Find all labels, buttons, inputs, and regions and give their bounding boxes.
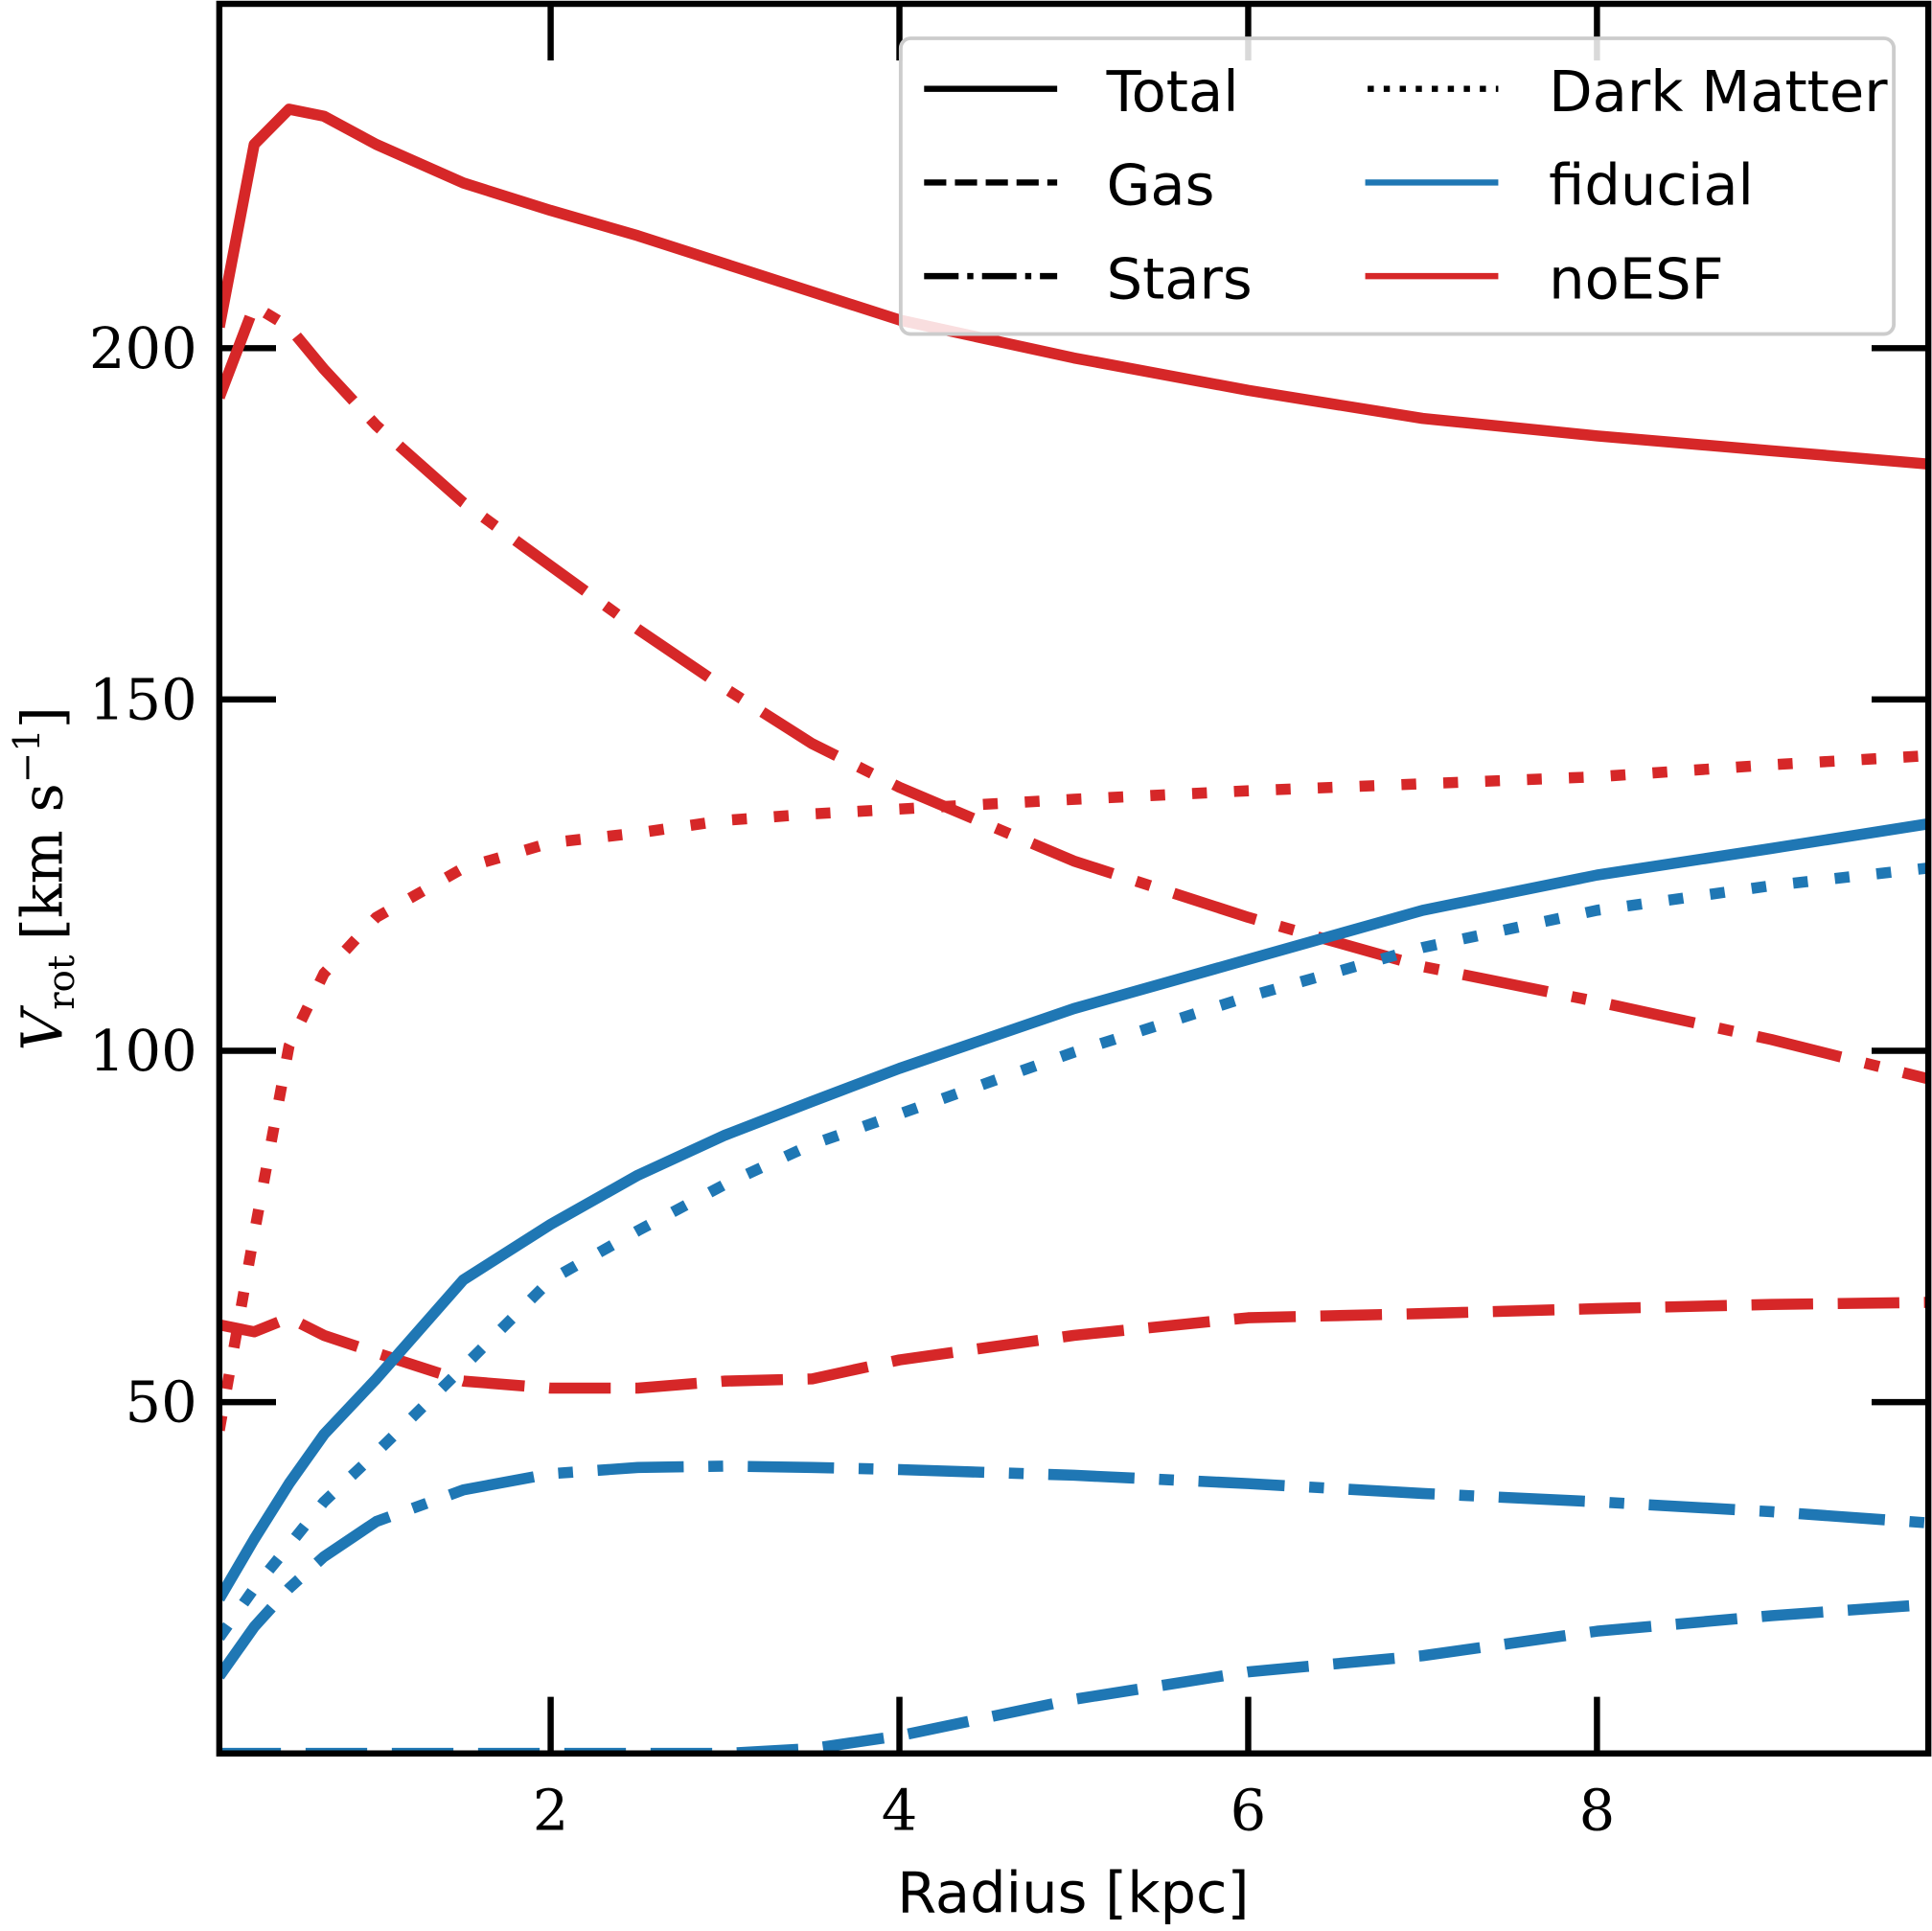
legend: Total Gas Stars Dark Matter fiducial noE…: [898, 36, 1897, 336]
series-line-fiducial-dark-matter: [218, 862, 1929, 1642]
y-axis-label: Vrot [km s−1]: [6, 706, 83, 1050]
x-tick-label: 4: [882, 1777, 918, 1843]
series-line-noesf-total: [218, 103, 1929, 470]
series-group: [218, 103, 1929, 1754]
x-tick-label: 2: [533, 1777, 569, 1843]
series-line-noesf-stars: [218, 300, 1929, 1085]
y-label-units: [km s: [9, 783, 75, 940]
x-tick-label: 8: [1579, 1777, 1616, 1843]
legend-box: [898, 36, 1897, 336]
series-line-fiducial-stars: [218, 1460, 1929, 1680]
series-line-fiducial-gas: [218, 1598, 1929, 1754]
tick-labels: 2 4 6 8 50 100 150 200: [89, 315, 1615, 1844]
legend-fiducial-label: fiducial: [1549, 152, 1754, 218]
x-axis-label: Radius [kpc]: [897, 1860, 1249, 1926]
legend-noesf-label: noESF: [1549, 245, 1724, 311]
legend-total-label: Total: [1106, 58, 1239, 125]
y-label-sub: rot: [40, 954, 83, 1010]
y-label-exp: −1: [6, 728, 49, 783]
legend-dark-matter-label: Dark Matter: [1549, 58, 1888, 125]
svg-text:Vrot[km s−1]: Vrot [km s−1]: [6, 706, 83, 1050]
legend-gas-label: Gas: [1107, 152, 1215, 218]
y-label-close: ]: [9, 706, 75, 728]
y-tick-label: 100: [89, 1018, 197, 1084]
axis-ticks: [218, 3, 1929, 1754]
y-tick-label: 200: [89, 315, 197, 381]
plot-frame: [216, 0, 1932, 1757]
legend-stars-label: Stars: [1107, 245, 1253, 311]
y-label-main: V: [9, 1005, 75, 1051]
x-tick-label: 6: [1230, 1777, 1267, 1843]
y-tick-label: 50: [125, 1369, 196, 1436]
series-line-fiducial-total: [218, 817, 1929, 1602]
series-line-noesf-gas: [218, 1297, 1929, 1394]
y-tick-label: 150: [89, 666, 197, 732]
